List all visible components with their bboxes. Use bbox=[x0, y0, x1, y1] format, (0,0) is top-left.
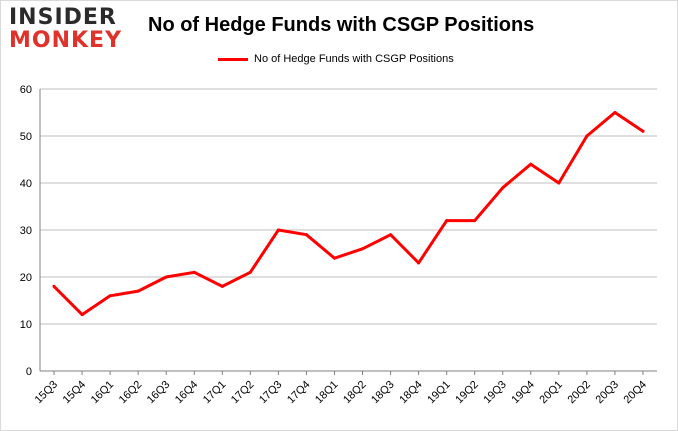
x-tick-label: 16Q2 bbox=[117, 379, 145, 407]
data-point bbox=[473, 219, 477, 223]
data-point bbox=[52, 284, 56, 288]
x-tick-label: 18Q4 bbox=[397, 379, 425, 407]
y-tick-label: 50 bbox=[20, 131, 32, 143]
data-point bbox=[136, 289, 140, 293]
data-point bbox=[80, 313, 84, 317]
data-point bbox=[585, 134, 589, 138]
x-tick-label: 16Q1 bbox=[89, 379, 117, 407]
x-tick-label: 20Q1 bbox=[537, 379, 565, 407]
logo-line-2: MONKEY bbox=[9, 28, 123, 53]
y-tick-label: 20 bbox=[20, 272, 32, 284]
data-point bbox=[613, 111, 617, 114]
data-point bbox=[332, 256, 336, 260]
data-point bbox=[361, 247, 365, 251]
data-point bbox=[276, 228, 280, 232]
data-point bbox=[192, 270, 196, 274]
data-point bbox=[220, 284, 224, 288]
y-tick-label: 0 bbox=[26, 366, 32, 378]
x-tick-label: 15Q3 bbox=[33, 379, 61, 407]
data-point bbox=[445, 219, 449, 223]
data-point bbox=[501, 186, 505, 190]
data-point bbox=[248, 270, 252, 274]
legend-label: No of Hedge Funds with CSGP Positions bbox=[254, 53, 454, 65]
data-point bbox=[304, 233, 308, 237]
y-tick-label: 40 bbox=[20, 178, 32, 190]
x-tick-label: 18Q2 bbox=[341, 379, 369, 407]
x-tick-label: 19Q2 bbox=[453, 379, 481, 407]
legend-swatch bbox=[218, 57, 248, 61]
x-tick-label: 16Q3 bbox=[145, 379, 173, 407]
x-tick-label: 15Q4 bbox=[61, 379, 89, 407]
x-tick-label: 17Q2 bbox=[229, 379, 257, 407]
x-tick-label: 16Q4 bbox=[173, 379, 201, 407]
data-point bbox=[641, 129, 645, 133]
x-tick-label: 18Q1 bbox=[313, 379, 341, 407]
y-tick-label: 30 bbox=[20, 225, 32, 237]
chart-legend: No of Hedge Funds with CSGP Positions bbox=[218, 53, 454, 65]
x-tick-label: 17Q1 bbox=[201, 379, 229, 407]
x-tick-label: 17Q3 bbox=[257, 379, 285, 407]
x-tick-label: 18Q3 bbox=[369, 379, 397, 407]
data-point bbox=[108, 294, 112, 298]
x-tick-label: 17Q4 bbox=[285, 379, 313, 407]
data-point bbox=[389, 233, 393, 237]
insider-monkey-logo: INSIDER MONKEY bbox=[9, 7, 127, 52]
x-tick-label: 19Q1 bbox=[425, 379, 453, 407]
x-tick-label: 19Q3 bbox=[481, 379, 509, 407]
x-tick-label: 19Q4 bbox=[509, 379, 537, 407]
x-tick-label: 20Q4 bbox=[622, 379, 650, 407]
chart-title: No of Hedge Funds with CSGP Positions bbox=[148, 14, 535, 36]
data-point bbox=[417, 261, 421, 265]
x-tick-label: 20Q3 bbox=[594, 379, 622, 407]
y-tick-label: 10 bbox=[20, 319, 32, 331]
y-tick-label: 60 bbox=[20, 84, 32, 96]
x-tick-label: 20Q2 bbox=[565, 379, 593, 407]
data-point bbox=[529, 162, 533, 166]
logo-line-1: INSIDER bbox=[9, 5, 117, 30]
data-point bbox=[164, 275, 168, 279]
data-point bbox=[557, 181, 561, 185]
series-line bbox=[52, 111, 645, 317]
